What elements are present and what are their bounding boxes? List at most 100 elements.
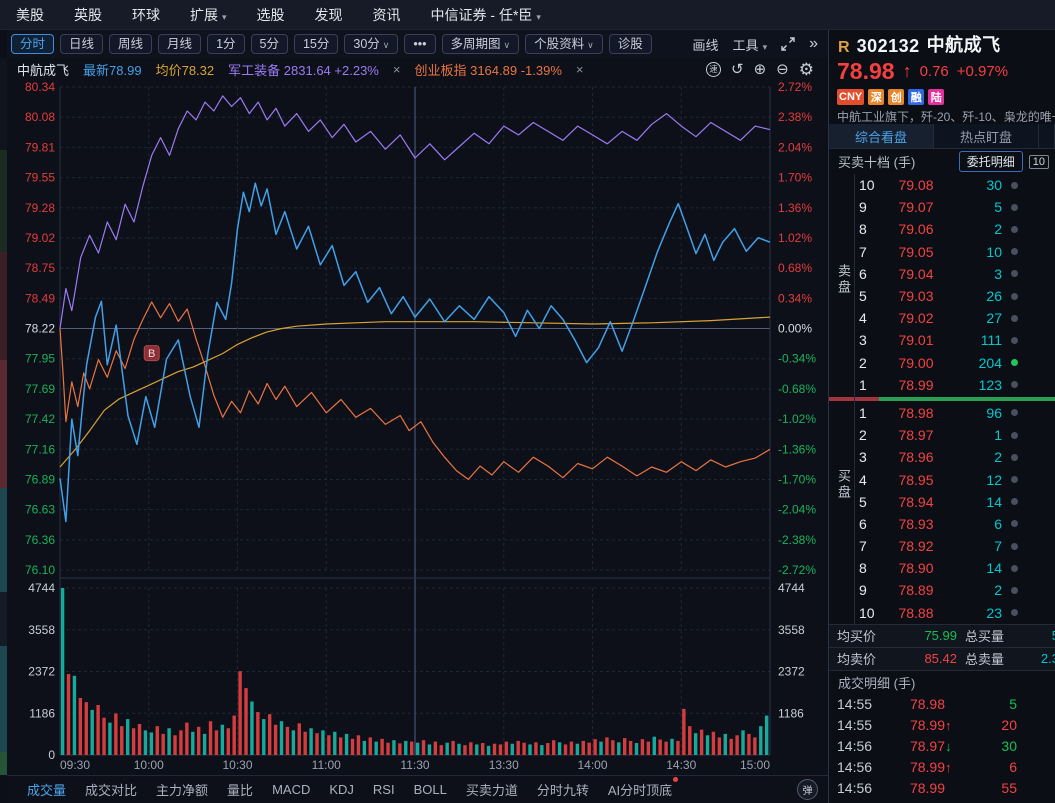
buy-level-row[interactable]: 10 78.88 23 <box>829 602 1055 624</box>
buy-signal-marker[interactable] <box>143 345 160 362</box>
speed-mode-icon[interactable]: 速 <box>706 61 722 77</box>
indicator-tab-8[interactable]: 买卖力道 <box>465 783 518 798</box>
level-dot-cell <box>1002 542 1026 550</box>
panel-tab-1[interactable]: 热点盯盘 <box>934 124 1039 148</box>
time-axis-label: 15:00 <box>740 758 770 772</box>
period-button-4[interactable]: 1分 <box>207 34 245 54</box>
menu-item-0[interactable]: 美股 <box>16 6 44 23</box>
sell-level-row[interactable]: 7 79.05 10 <box>829 241 1055 263</box>
remove-index2-icon[interactable]: × <box>575 61 584 77</box>
indicator-tab-2[interactable]: 主力净额 <box>156 783 209 798</box>
buy-level-row[interactable]: 5 78.94 14 <box>829 491 1055 513</box>
volume-bar <box>131 728 136 755</box>
period-button-10[interactable]: 个股资料 ∨ <box>525 34 603 54</box>
volume-bar <box>516 740 520 755</box>
period-button-8[interactable]: ••• <box>404 34 436 54</box>
period-button-2[interactable]: 周线 <box>109 34 153 54</box>
order-dot <box>1010 225 1018 233</box>
volume-bar <box>386 742 390 755</box>
buy-level-row[interactable]: 2 78.97 1 <box>829 424 1055 446</box>
volume-bar <box>291 730 296 755</box>
indicator-tab-5[interactable]: KDJ <box>329 782 354 797</box>
remove-index1-icon[interactable]: × <box>392 61 401 77</box>
buy-level-row[interactable]: 3 78.96 2 <box>829 446 1055 468</box>
sell-level-row[interactable]: 5 79.03 26 <box>829 285 1055 307</box>
indicator-tab-7[interactable]: BOLL <box>413 782 447 797</box>
buy-level-row[interactable]: 1 78.98 96 <box>829 402 1055 424</box>
volume-bar <box>569 741 574 755</box>
fullscreen-icon[interactable] <box>781 37 795 51</box>
level-dot-cell <box>1002 431 1026 439</box>
volume-bar <box>114 713 118 755</box>
period-button-0[interactable]: 分时 <box>11 34 55 54</box>
sector-strip-segment <box>0 646 7 752</box>
menu-item-3[interactable]: 扩展 ▾ <box>190 6 227 23</box>
sell-level-row[interactable]: 10 79.08 30 <box>829 174 1055 196</box>
stock-badge-0: CNY <box>837 88 865 105</box>
tools-dropdown[interactable]: 工具 ▾ <box>732 37 768 53</box>
level-number: 4 <box>859 471 867 488</box>
menu-item-4[interactable]: 选股 <box>256 6 285 23</box>
period-button-3[interactable]: 月线 <box>158 34 202 54</box>
period-button-11[interactable]: 诊股 <box>608 34 652 54</box>
trade-direction-icon: ↓ <box>945 738 952 754</box>
volume-bar <box>421 740 426 755</box>
trade-row-2[interactable]: 14:56 78.97 ↓ 30 <box>829 736 1055 757</box>
level-volume: 23 <box>986 604 1002 621</box>
sell-level-row[interactable]: 4 79.02 27 <box>829 307 1055 329</box>
sell-level-row[interactable]: 8 79.06 2 <box>829 218 1055 240</box>
sell-level-row[interactable]: 9 79.07 5 <box>829 196 1055 218</box>
order-detail-button[interactable]: 委托明细 <box>958 151 1023 172</box>
menu-item-7[interactable]: 中信证券 - 任*臣 ▾ <box>430 6 541 23</box>
trade-row-1[interactable]: 14:55 78.99 ↑ 20 <box>829 715 1055 736</box>
trade-row-0[interactable]: 14:55 78.98 5 <box>829 694 1055 715</box>
percent-axis-label: 1.02% <box>778 231 812 245</box>
period-button-6[interactable]: 15分 <box>293 34 339 54</box>
indicator-tab-1[interactable]: 成交对比 <box>85 783 138 798</box>
buy-level-row[interactable]: 8 78.90 14 <box>829 557 1055 579</box>
period-button-7[interactable]: 30分 ∨ <box>344 34 399 54</box>
menu-item-5[interactable]: 发现 <box>314 6 343 23</box>
panel-tab-more[interactable] <box>1039 124 1055 148</box>
panel-tab-0[interactable]: 综合看盘 <box>829 124 934 148</box>
sell-level-row[interactable]: 1 78.99 123 <box>829 374 1055 396</box>
settings-gear-icon[interactable]: ⚙ <box>798 59 814 79</box>
buy-level-row[interactable]: 9 78.89 2 <box>829 579 1055 601</box>
indicator-tab-9[interactable]: 分时九转 <box>536 783 589 798</box>
zoom-out-icon[interactable]: ⊖ <box>776 60 789 78</box>
indicator-tab-10[interactable]: AI分时顶底 <box>608 777 679 799</box>
indicator-tab-3[interactable]: 量比 <box>227 783 254 798</box>
volume-bar <box>759 726 763 755</box>
period-button-1[interactable]: 日线 <box>60 34 104 54</box>
sell-level-row[interactable]: 3 79.01 111 <box>829 329 1055 351</box>
sell-level-row[interactable]: 2 79.00 204 <box>829 352 1055 374</box>
buy-level-row[interactable]: 7 78.92 7 <box>829 535 1055 557</box>
trade-row-4[interactable]: 14:56 78.99 55 <box>829 778 1055 799</box>
menu-item-1[interactable]: 英股 <box>74 6 102 23</box>
undo-icon[interactable]: ↺ <box>731 60 744 78</box>
period-button-5[interactable]: 5分 <box>250 34 288 54</box>
trade-row-3[interactable]: 14:56 78.99 ↑ 6 <box>829 757 1055 778</box>
indicator-tab-0[interactable]: 成交量 <box>27 783 67 798</box>
sell-level-row[interactable]: 6 79.04 3 <box>829 263 1055 285</box>
indicator-tab-4[interactable]: MACD <box>272 782 311 797</box>
trade-time: 14:55 <box>837 717 873 734</box>
intraday-chart[interactable]: 80.34 2.72% 80.08 2.38% 79.81 2.04% 79.55 1.70%… <box>7 80 828 775</box>
zoom-in-icon[interactable]: ⊕ <box>753 60 767 78</box>
level-dot-cell <box>1002 498 1026 506</box>
draw-line-button[interactable]: 画线 <box>692 37 719 53</box>
volume-bar <box>664 741 668 755</box>
series-军工装备 <box>59 95 771 329</box>
percent-axis-label: 2.38% <box>778 110 812 124</box>
buy-level-row[interactable]: 6 78.93 6 <box>829 513 1055 535</box>
menu-item-2[interactable]: 环球 <box>132 6 160 23</box>
buy-level-row[interactable]: 4 78.95 12 <box>829 468 1055 490</box>
indicator-tab-6[interactable]: RSI <box>372 782 395 797</box>
period-button-9[interactable]: 多周期图 ∨ <box>441 34 520 54</box>
menu-item-6[interactable]: 资讯 <box>372 6 401 23</box>
depth-count-box[interactable]: 10 <box>1028 154 1049 169</box>
danmu-toggle-icon[interactable]: 弹 <box>797 779 818 800</box>
level-volume: 3 <box>994 265 1002 282</box>
collapse-panel-icon[interactable]: » <box>809 35 818 52</box>
